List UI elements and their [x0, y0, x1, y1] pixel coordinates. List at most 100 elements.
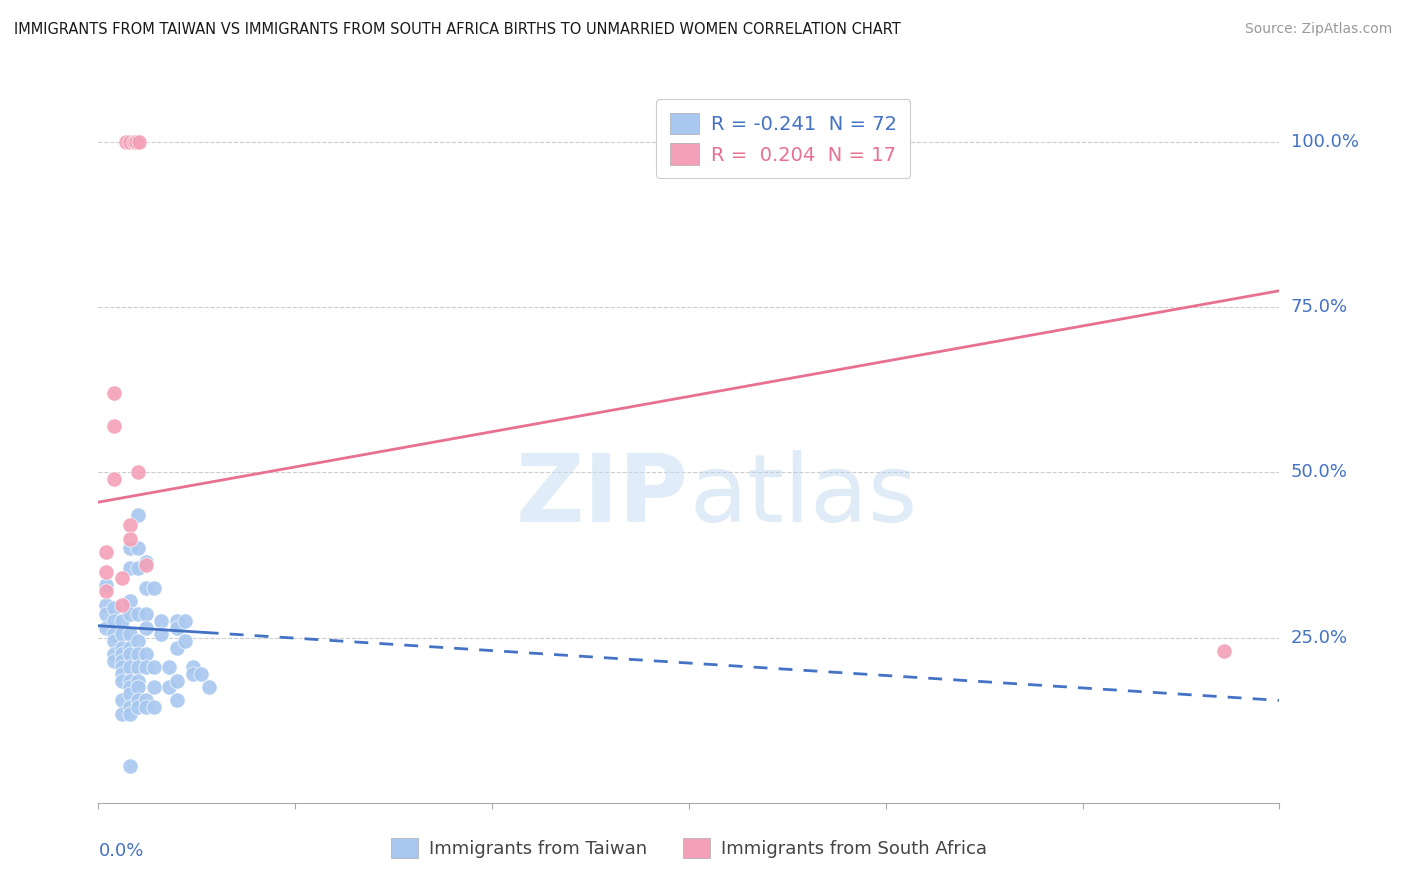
Point: [118, 647, 141, 661]
Point: [103, 634, 125, 648]
Point: [118, 680, 141, 694]
Point: [150, 614, 173, 628]
Text: IMMIGRANTS FROM TAIWAN VS IMMIGRANTS FROM SOUTH AFRICA BIRTHS TO UNMARRIED WOMEN: IMMIGRANTS FROM TAIWAN VS IMMIGRANTS FRO…: [14, 22, 901, 37]
Point: [127, 693, 149, 707]
Point: [96, 545, 118, 559]
Point: [174, 634, 197, 648]
Point: [111, 660, 134, 674]
Point: [166, 693, 188, 707]
Point: [166, 640, 188, 655]
Point: [111, 598, 134, 612]
Point: [103, 386, 125, 401]
Point: [127, 680, 149, 694]
Point: [142, 680, 165, 694]
Point: [127, 634, 149, 648]
Point: [103, 654, 125, 668]
Point: [118, 673, 141, 688]
Point: [111, 571, 134, 585]
Point: [111, 693, 134, 707]
Point: [103, 647, 125, 661]
Point: [118, 135, 141, 149]
Point: [174, 614, 197, 628]
Point: [118, 518, 141, 533]
Point: [111, 647, 134, 661]
Point: [118, 687, 141, 701]
Point: [111, 627, 134, 641]
Point: [118, 759, 141, 773]
Point: [135, 660, 157, 674]
Point: [111, 640, 134, 655]
Point: [127, 647, 149, 661]
Point: [111, 667, 134, 681]
Point: [135, 700, 157, 714]
Point: [118, 532, 141, 546]
Point: [127, 561, 149, 575]
Point: [166, 673, 188, 688]
Text: atlas: atlas: [689, 450, 917, 542]
Text: Source: ZipAtlas.com: Source: ZipAtlas.com: [1244, 22, 1392, 37]
Point: [135, 693, 157, 707]
Point: [96, 565, 118, 579]
Point: [181, 660, 204, 674]
Point: [157, 660, 180, 674]
Point: [111, 706, 134, 721]
Text: 50.0%: 50.0%: [1291, 464, 1347, 482]
Point: [96, 607, 118, 622]
Point: [127, 466, 149, 480]
Point: [127, 607, 149, 622]
Point: [127, 541, 149, 556]
Point: [166, 614, 188, 628]
Point: [127, 660, 149, 674]
Point: [96, 621, 118, 635]
Point: [1213, 644, 1236, 658]
Point: [103, 600, 125, 615]
Text: ZIP: ZIP: [516, 450, 689, 542]
Point: [111, 673, 134, 688]
Point: [135, 647, 157, 661]
Point: [111, 654, 134, 668]
Point: [118, 541, 141, 556]
Point: [135, 621, 157, 635]
Point: [135, 581, 157, 595]
Point: [115, 135, 138, 149]
Point: [111, 614, 134, 628]
Point: [135, 558, 157, 572]
Point: [190, 667, 212, 681]
Point: [122, 135, 145, 149]
Point: [118, 640, 141, 655]
Point: [118, 594, 141, 608]
Point: [197, 680, 219, 694]
Point: [118, 627, 141, 641]
Point: [103, 614, 125, 628]
Point: [103, 627, 125, 641]
Point: [96, 598, 118, 612]
Point: [135, 607, 157, 622]
Point: [127, 673, 149, 688]
Point: [142, 660, 165, 674]
Point: [127, 508, 149, 523]
Text: 0.0%: 0.0%: [98, 842, 143, 860]
Point: [118, 561, 141, 575]
Text: 75.0%: 75.0%: [1291, 298, 1348, 317]
Point: [103, 472, 125, 486]
Text: 25.0%: 25.0%: [1291, 629, 1348, 647]
Point: [142, 581, 165, 595]
Point: [96, 578, 118, 592]
Point: [181, 667, 204, 681]
Point: [150, 627, 173, 641]
Point: [135, 555, 157, 569]
Legend: Immigrants from Taiwan, Immigrants from South Africa: Immigrants from Taiwan, Immigrants from …: [384, 830, 994, 865]
Point: [157, 680, 180, 694]
Point: [166, 621, 188, 635]
Point: [118, 706, 141, 721]
Point: [125, 135, 148, 149]
Point: [142, 700, 165, 714]
Point: [118, 700, 141, 714]
Point: [103, 419, 125, 434]
Point: [118, 660, 141, 674]
Point: [118, 607, 141, 622]
Point: [96, 584, 118, 599]
Point: [128, 135, 150, 149]
Text: 100.0%: 100.0%: [1291, 133, 1358, 151]
Point: [127, 700, 149, 714]
